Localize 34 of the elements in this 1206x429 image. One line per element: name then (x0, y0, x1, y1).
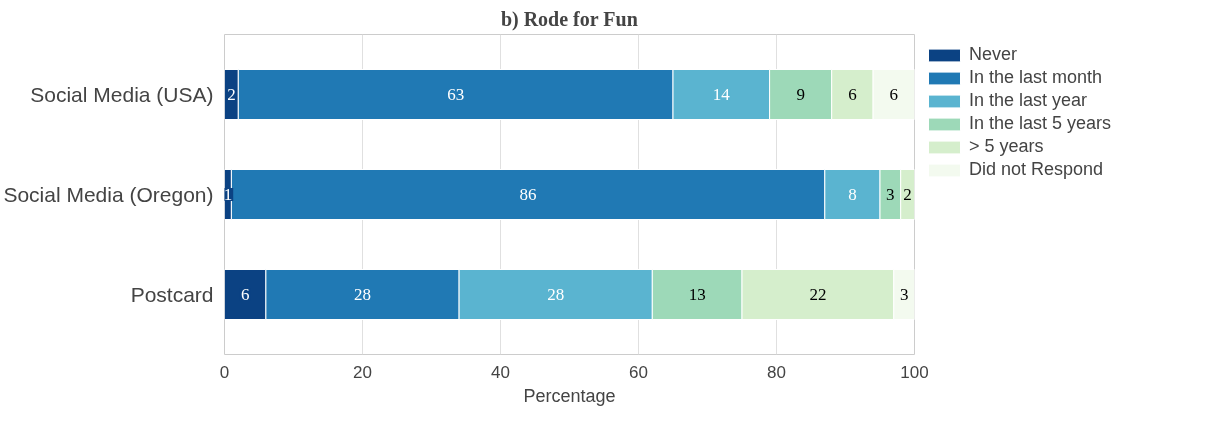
legend-label: In the last year (969, 90, 1088, 111)
x-tick-label: 20 (353, 362, 372, 382)
data-label: 3 (886, 185, 895, 204)
x-tick-label: 80 (767, 362, 786, 382)
data-label: 14 (712, 85, 731, 104)
data-label: 6 (240, 285, 250, 304)
data-label: 1 (223, 185, 233, 204)
chart-title: b) Rode for Fun (500, 7, 638, 31)
legend-label: > 5 years (969, 136, 1044, 157)
data-label: 28 (547, 285, 565, 304)
data-label: 22 (809, 285, 827, 304)
legend-label: In the last 5 years (969, 113, 1112, 134)
y-tick-label: Postcard (130, 283, 214, 306)
data-label: 6 (889, 85, 899, 104)
x-tick-label: 100 (900, 362, 929, 382)
data-label: 63 (447, 85, 465, 104)
data-label: 9 (796, 85, 805, 104)
data-label: 2 (903, 185, 912, 204)
data-label: 3 (899, 285, 909, 304)
data-label: 86 (519, 185, 537, 204)
y-tick-label: Social Media (USA) (30, 83, 214, 106)
data-label: 13 (688, 285, 706, 304)
x-tick-label: 0 (219, 362, 230, 382)
x-tick-label: 60 (629, 362, 648, 382)
legend-label: In the last month (969, 67, 1103, 88)
data-label: 8 (848, 185, 857, 204)
x-tick-label: 40 (491, 362, 510, 382)
data-label: 6 (848, 85, 857, 104)
y-tick-label: Social Media (Oregon) (3, 183, 214, 206)
x-axis-title: Percentage (523, 385, 616, 406)
legend-label: Never (969, 44, 1018, 65)
legend-label: Did not Respond (969, 159, 1104, 180)
data-label: 2 (227, 85, 236, 104)
data-label: 28 (354, 285, 371, 304)
